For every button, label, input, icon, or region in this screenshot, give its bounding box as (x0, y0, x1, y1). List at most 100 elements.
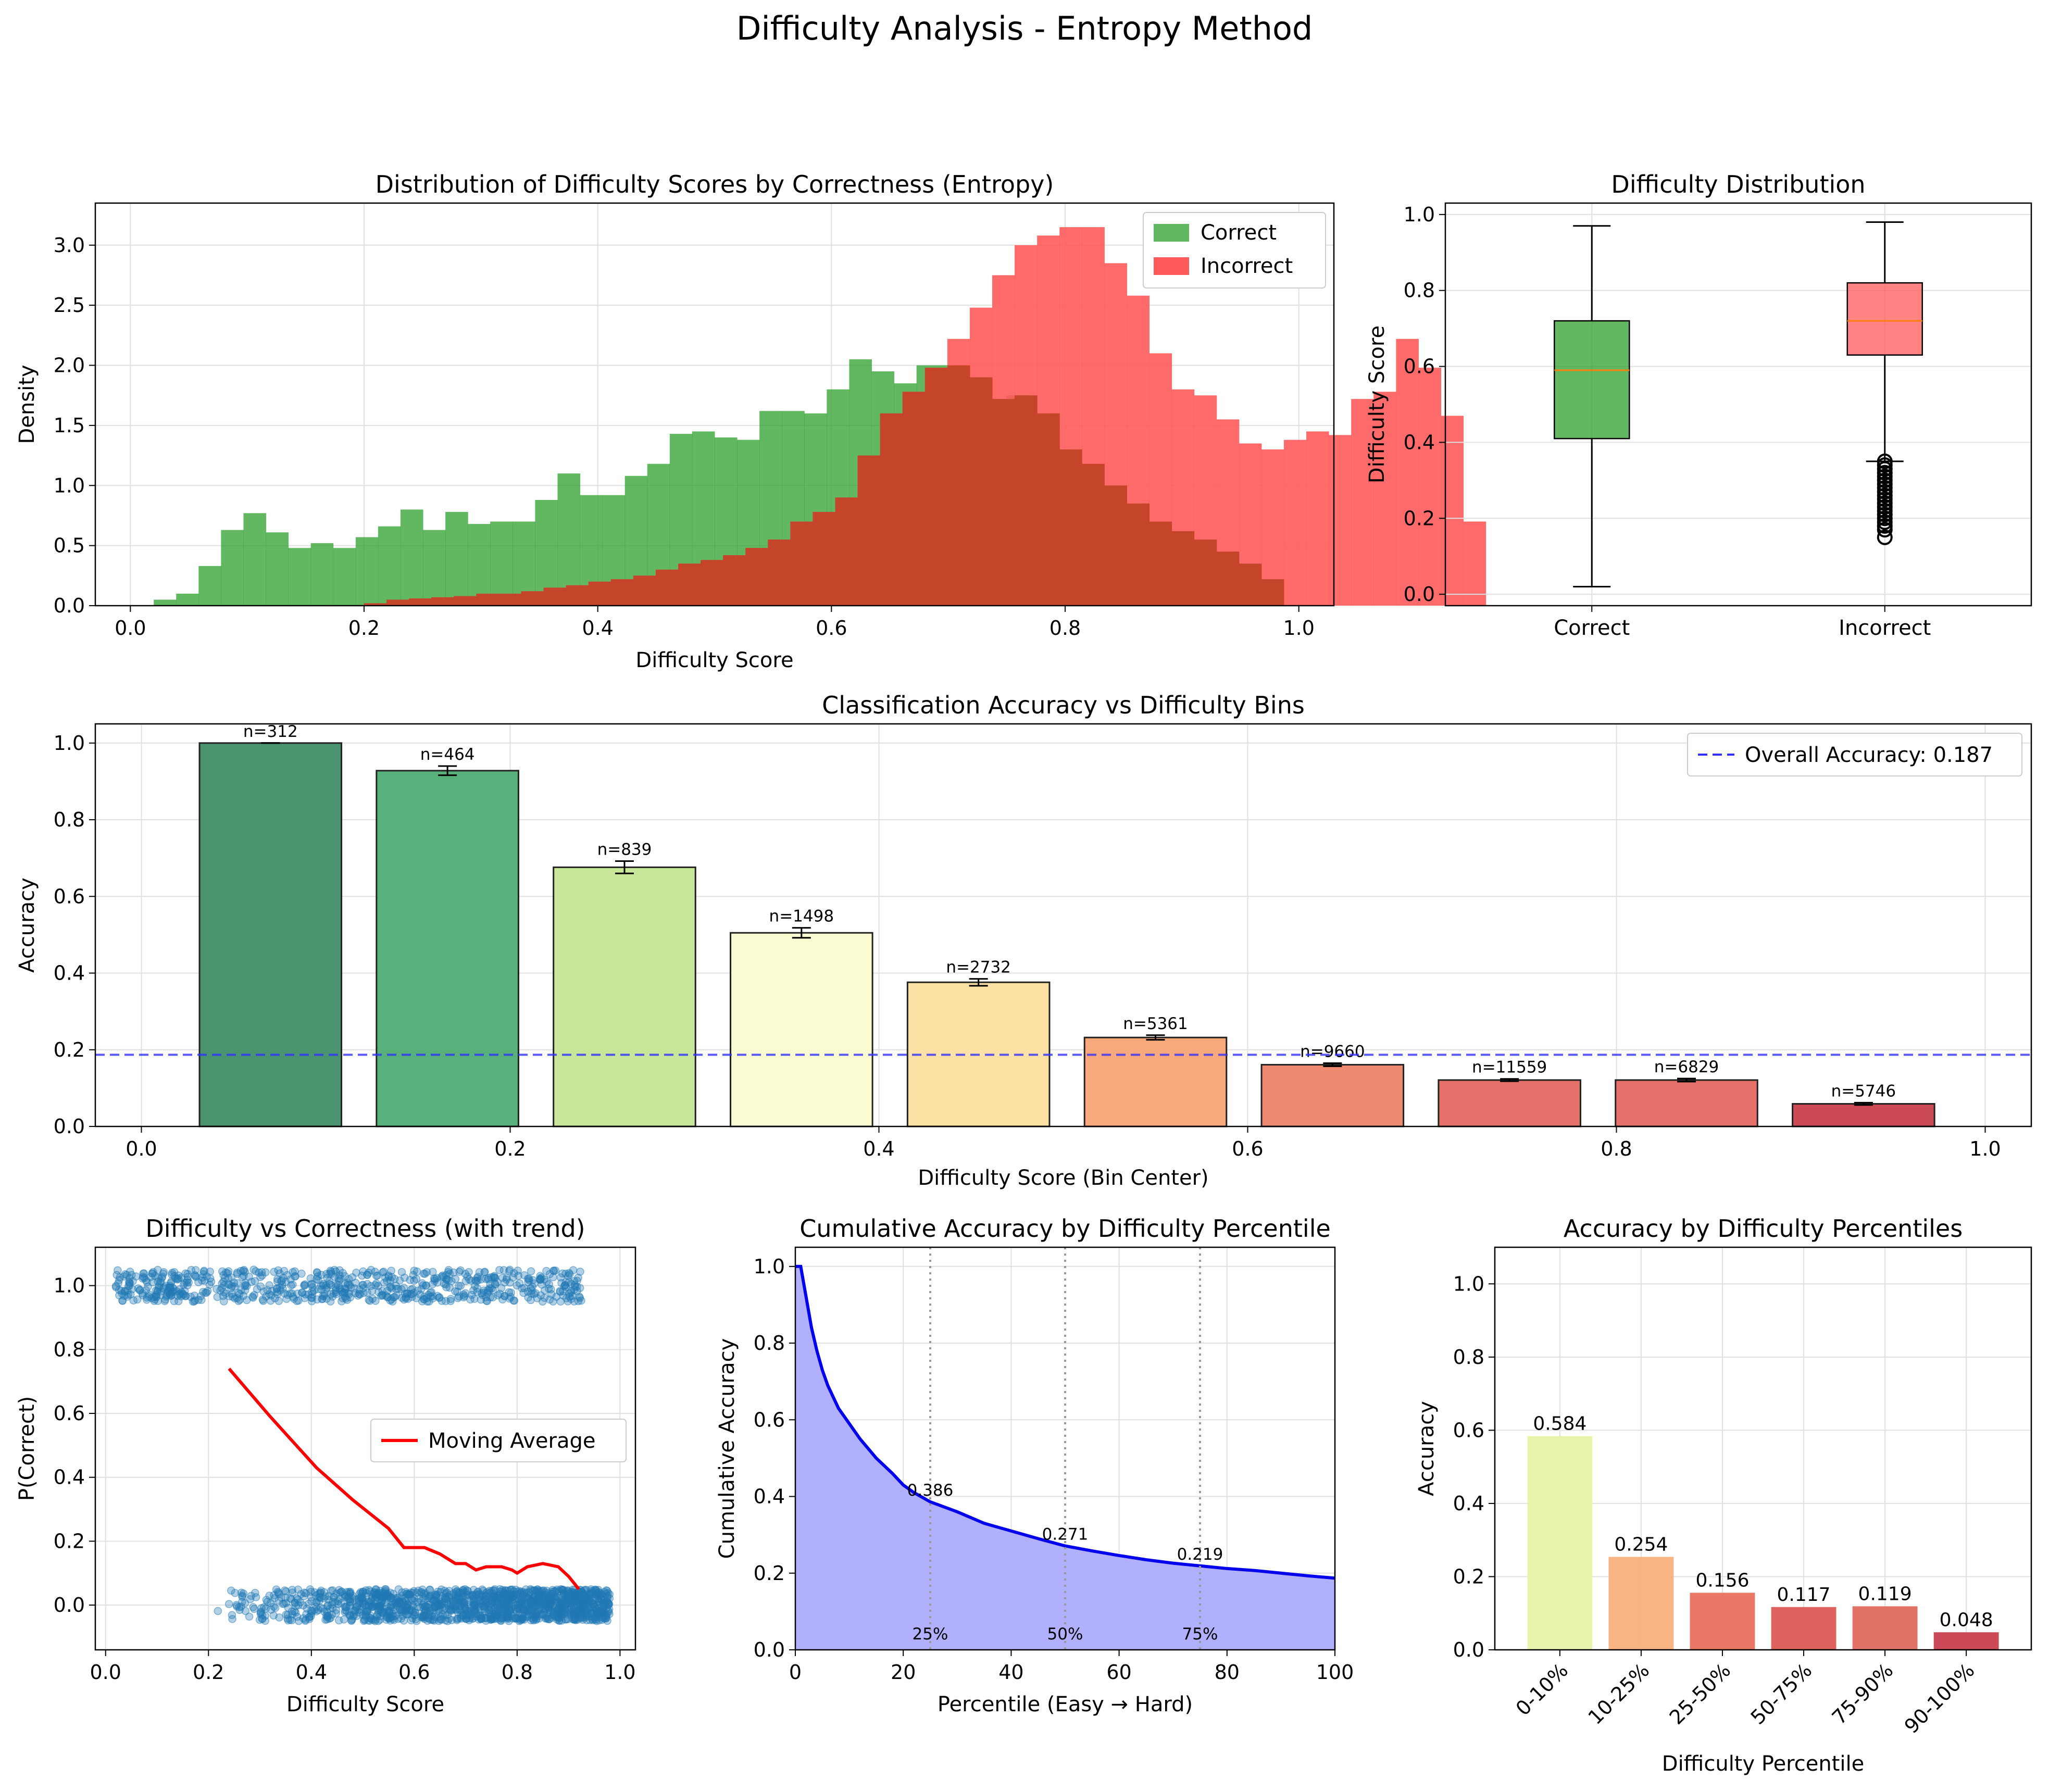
scatter-correct-point (291, 1272, 299, 1281)
histogram-correct-bar (445, 512, 468, 606)
scatter-incorrect-point (578, 1588, 586, 1597)
histogram-overlap-bar (902, 392, 926, 606)
scatter-correct-point (408, 1290, 416, 1298)
scatter-correct-point (514, 1272, 522, 1280)
scatter-correct-point (523, 1274, 532, 1283)
histogram-overlap-bar (386, 599, 409, 606)
histogram-title: Distribution of Difficulty Scores by Cor… (376, 170, 1054, 198)
cumulative-y-tick-label: 0.2 (754, 1562, 785, 1585)
boxplot-category-label: Correct (1554, 616, 1630, 640)
histogram-overlap-bar (1261, 579, 1284, 606)
cumulative-x-tick-label: 40 (998, 1661, 1023, 1684)
scatter-correct-point (125, 1274, 134, 1283)
histogram-overlap-bar (431, 597, 454, 606)
scatter-correct-point (213, 1293, 222, 1301)
scatter-correct-point (444, 1266, 453, 1274)
scatter-incorrect-point (245, 1612, 254, 1621)
scatter-correct-point (383, 1293, 392, 1302)
scatter-correct-point (465, 1275, 473, 1284)
scatter-correct-point (240, 1272, 248, 1280)
scatter-correct-point (222, 1268, 230, 1277)
scatter-correct-point (343, 1279, 352, 1287)
scatter-incorrect-point (481, 1591, 490, 1600)
scatter-correct-point (484, 1286, 492, 1294)
cumulative-y-tick-label: 0.4 (754, 1485, 785, 1508)
cumulative-value-label: 0.386 (907, 1481, 954, 1500)
histogram-x-tick-label: 0.0 (115, 617, 146, 640)
percentiles-y-tick-label: 1.0 (1453, 1272, 1484, 1295)
histogram-correct-bar (221, 530, 244, 606)
histogram-correct-bar (468, 524, 491, 606)
scatter-incorrect-point (456, 1602, 464, 1610)
scatter-incorrect-point (317, 1594, 325, 1602)
scatter-incorrect-point (541, 1614, 549, 1623)
scatter-incorrect-point (231, 1589, 239, 1597)
histogram-incorrect-bar (1306, 431, 1329, 606)
boxplot-title: Difficulty Distribution (1611, 170, 1865, 198)
scatter-correct-point (507, 1288, 515, 1297)
histogram-xlabel: Difficulty Score (635, 648, 793, 672)
scatter-correct-point (274, 1297, 283, 1305)
scatter-correct-point (446, 1295, 455, 1303)
scatter-correct-point (422, 1281, 431, 1290)
cumulative-x-tick-label: 80 (1215, 1661, 1240, 1684)
scatter-correct-point (542, 1267, 551, 1275)
histogram-overlap-bar (655, 569, 679, 606)
histogram-overlap-bar (476, 593, 499, 606)
boxplot-ylabel: Difficulty Score (1365, 325, 1389, 483)
accuracy-bin-count-label: n=1498 (769, 907, 834, 926)
accuracy-bin-count-label: n=839 (597, 841, 652, 859)
scatter-correct-point (576, 1268, 584, 1276)
percentile-bar (1771, 1607, 1836, 1650)
histogram-incorrect-bar (1373, 392, 1396, 606)
scatter-incorrect-point (570, 1615, 578, 1624)
scatter-incorrect-point (345, 1611, 354, 1620)
scatter-correct-point (577, 1296, 585, 1305)
scatter-incorrect-point (576, 1609, 585, 1618)
histogram-overlap-bar (880, 413, 903, 606)
percentile-value-label: 0.117 (1777, 1584, 1830, 1606)
histogram-y-tick-label: 1.0 (54, 474, 85, 497)
scatter-correct-point (491, 1280, 499, 1289)
scatter-trend-xlabel: Difficulty Score (286, 1693, 444, 1716)
accuracy-bin-count-label: n=11559 (1472, 1058, 1547, 1077)
accuracy-bins-x-tick-label: 0.0 (126, 1137, 157, 1160)
accuracy-bins-y-tick-label: 0.4 (54, 962, 85, 985)
histogram-overlap-bar (1149, 521, 1172, 606)
scatter-incorrect-point (232, 1602, 241, 1611)
histogram-overlap-bar (790, 521, 813, 606)
scatter-correct-point (545, 1295, 554, 1304)
scatter-correct-point (272, 1288, 281, 1296)
histogram-y-tick-label: 0.0 (54, 594, 85, 617)
scatter-incorrect-point (332, 1609, 340, 1618)
scatter-correct-point (536, 1275, 545, 1284)
boxplot-y-tick-label: 1.0 (1404, 203, 1435, 226)
scatter-correct-point (139, 1272, 147, 1281)
accuracy-bins-y-tick-label: 1.0 (54, 732, 85, 755)
scatter-correct-point (182, 1278, 191, 1286)
scatter-correct-point (124, 1282, 133, 1290)
scatter-correct-point (173, 1275, 182, 1284)
scatter-correct-point (314, 1272, 322, 1281)
scatter-incorrect-point (366, 1614, 375, 1623)
scatter-incorrect-point (399, 1616, 408, 1625)
histogram-correct-bar (400, 509, 423, 606)
accuracy-bin-count-label: n=9660 (1300, 1043, 1365, 1061)
scatter-incorrect-point (441, 1593, 449, 1601)
histogram-legend-incorrect-label: Incorrect (1201, 254, 1293, 278)
scatter-correct-point (429, 1268, 437, 1276)
histogram-overlap-bar (454, 596, 477, 606)
scatter-incorrect-point (288, 1586, 296, 1594)
scatter-correct-point (327, 1290, 335, 1298)
histogram-correct-bar (266, 532, 289, 606)
scatter-correct-point (231, 1294, 239, 1302)
histogram-overlap-bar (701, 560, 723, 606)
scatter-trend-y-tick-label: 0.8 (54, 1338, 85, 1361)
accuracy-bin-bar (376, 770, 519, 1127)
histogram-ylabel: Density (15, 365, 39, 444)
scatter-correct-point (401, 1289, 409, 1298)
histogram-y-tick-label: 2.0 (54, 354, 85, 377)
scatter-incorrect-point (519, 1590, 527, 1599)
scatter-correct-point (207, 1277, 216, 1286)
scatter-correct-point (427, 1288, 436, 1296)
